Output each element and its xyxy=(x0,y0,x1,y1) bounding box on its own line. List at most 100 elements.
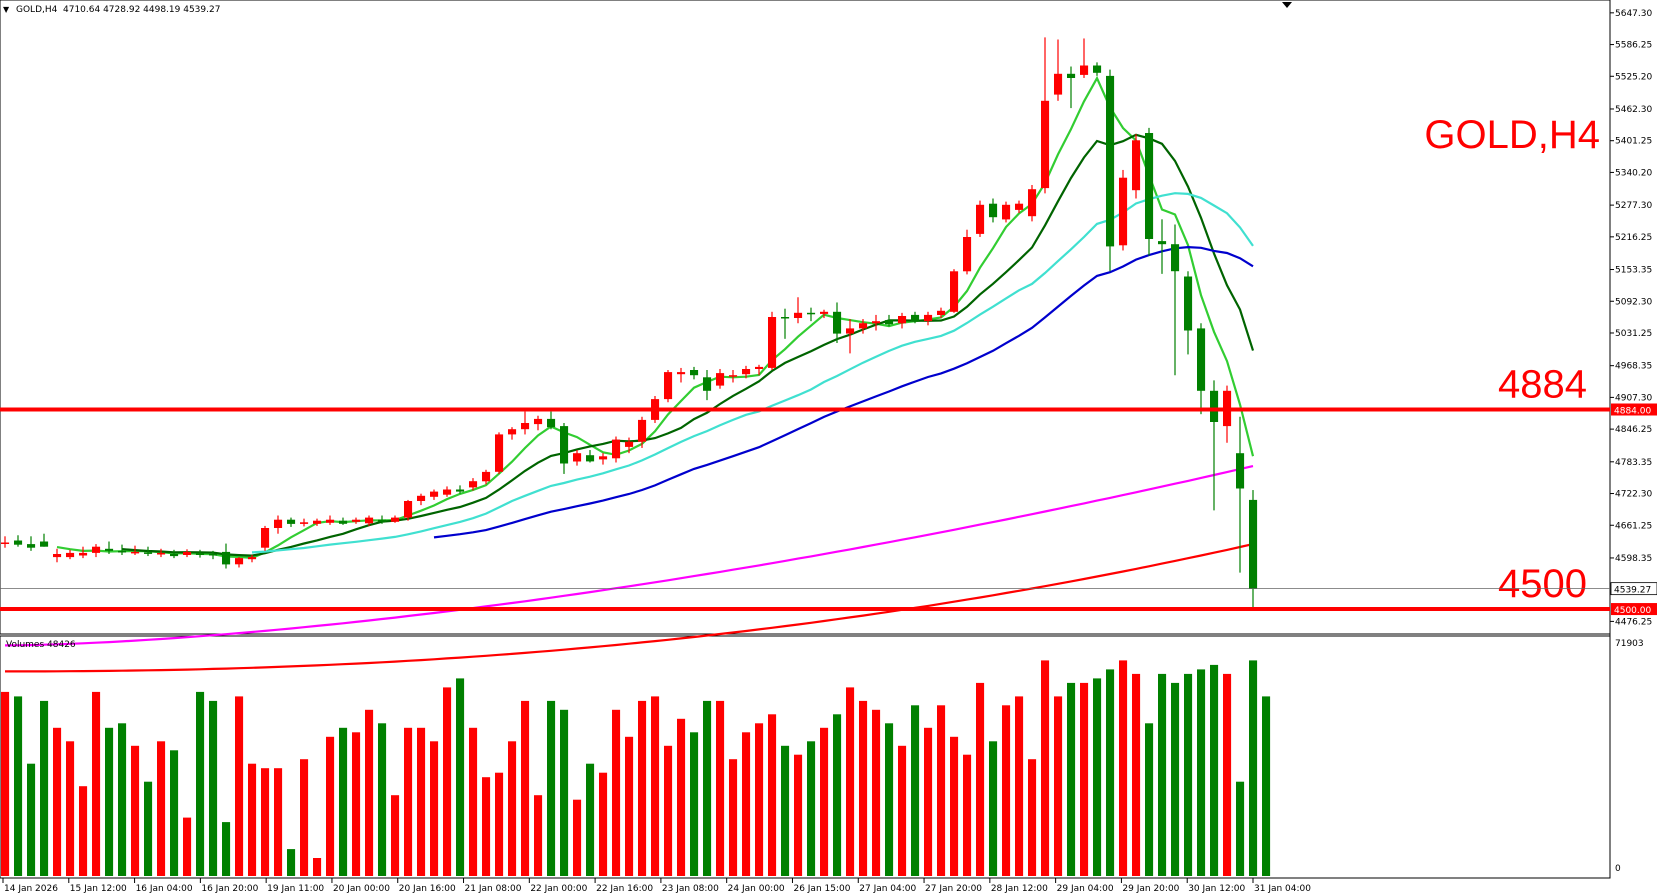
volume-bar xyxy=(222,822,231,876)
level-tag-box-4884 xyxy=(1611,403,1657,416)
candle-body xyxy=(664,372,673,400)
candle-body xyxy=(937,310,946,315)
candle-body xyxy=(872,321,881,324)
candle-body xyxy=(898,316,907,324)
volume-bar xyxy=(196,691,205,876)
candle-body xyxy=(1093,65,1102,73)
volume-bar xyxy=(1054,696,1063,876)
candle-body xyxy=(1145,133,1154,239)
volume-bar xyxy=(482,777,491,876)
candle-body xyxy=(1028,189,1037,217)
price-tick-label: 5153.35 xyxy=(1615,266,1652,276)
volume-bar xyxy=(131,745,140,876)
candle-body xyxy=(66,552,75,558)
volume-bar xyxy=(794,754,803,876)
candle-body xyxy=(820,311,829,314)
volume-bar xyxy=(807,741,816,876)
candle-body xyxy=(131,551,140,554)
volume-bar xyxy=(1145,723,1154,876)
candle-body xyxy=(586,455,595,462)
candle-body xyxy=(53,554,62,558)
volume-bar xyxy=(157,741,166,876)
volume-bar xyxy=(820,727,829,876)
volume-bar xyxy=(976,682,985,876)
price-tick-label: 4907.30 xyxy=(1615,393,1652,403)
volume-bar xyxy=(1249,660,1258,876)
volume-bar xyxy=(859,700,868,876)
candle-body xyxy=(313,520,322,524)
candle-body xyxy=(1132,140,1141,191)
volume-bar xyxy=(365,709,374,876)
candle-body xyxy=(612,439,621,459)
candle-body xyxy=(391,517,400,522)
candle-body xyxy=(170,554,179,557)
candle-body xyxy=(560,426,569,464)
volume-bar xyxy=(274,768,283,876)
volume-bar xyxy=(170,750,179,876)
volume-bar xyxy=(287,849,296,876)
candle-body xyxy=(482,471,491,482)
candle-body xyxy=(27,544,36,548)
volume-bar xyxy=(27,763,36,876)
time-tick-label: 22 Jan 00:00 xyxy=(530,884,587,894)
volume-bar xyxy=(1210,664,1219,876)
candle-body xyxy=(508,429,517,435)
time-tick-label: 14 Jan 2026 xyxy=(4,884,58,894)
volume-bar xyxy=(950,736,959,876)
volume-bar xyxy=(430,741,439,876)
ma-200-line xyxy=(5,543,1254,673)
volume-bar xyxy=(1067,682,1076,876)
candle-body xyxy=(157,552,166,555)
candle-body xyxy=(495,434,504,472)
time-tick-label: 19 Jan 11:00 xyxy=(267,884,324,894)
candle-body xyxy=(339,520,348,524)
volume-bar xyxy=(1119,660,1128,876)
volume-tick-max: 71903 xyxy=(1615,639,1644,649)
volume-bar xyxy=(781,745,790,876)
volume-bar xyxy=(495,772,504,876)
volume-bar xyxy=(924,727,933,876)
candle-body xyxy=(248,557,257,560)
volume-bar xyxy=(339,727,348,876)
candle-body xyxy=(911,314,920,322)
chart-shift-icon[interactable] xyxy=(1282,2,1292,8)
candle-body xyxy=(1158,241,1167,245)
price-tick-label: 4783.35 xyxy=(1615,458,1652,468)
candle-body xyxy=(742,369,751,375)
volume-bar xyxy=(1106,669,1115,876)
candle-body xyxy=(638,419,647,442)
candle-body xyxy=(729,375,738,377)
volume-bar xyxy=(209,700,218,876)
time-tick-label: 29 Jan 20:00 xyxy=(1122,884,1179,894)
volume-bar xyxy=(1184,673,1193,876)
volume-bar xyxy=(989,741,998,876)
candle-body xyxy=(235,558,244,565)
volume-bar xyxy=(534,795,543,876)
volume-bar xyxy=(846,687,855,876)
volume-panel-label: Volumes 48426 xyxy=(6,640,76,650)
volume-bar xyxy=(105,727,114,876)
candle-body xyxy=(14,540,23,545)
candle-body xyxy=(417,495,426,501)
volume-bar xyxy=(300,759,309,876)
volume-bar xyxy=(742,732,751,876)
ma-mid-line xyxy=(121,133,1255,557)
volume-tick-zero: 0 xyxy=(1615,864,1621,874)
level-tag-box-4500 xyxy=(1611,603,1657,616)
price-tick-label: 4476.25 xyxy=(1615,617,1652,627)
candle-body xyxy=(40,541,49,547)
candle-body xyxy=(1015,203,1024,210)
candle-body xyxy=(716,373,725,386)
candle-body xyxy=(1210,390,1219,422)
candle-body xyxy=(768,317,777,368)
candle-body xyxy=(534,418,543,425)
volume-bar xyxy=(1002,705,1011,876)
price-tick-label: 4846.25 xyxy=(1615,425,1652,435)
volume-bar xyxy=(1262,696,1271,876)
volume-bar xyxy=(612,709,621,876)
volume-bar xyxy=(625,736,634,876)
candle-body xyxy=(261,528,270,548)
time-tick-label: 26 Jan 15:00 xyxy=(793,884,850,894)
volume-bar xyxy=(235,696,244,876)
